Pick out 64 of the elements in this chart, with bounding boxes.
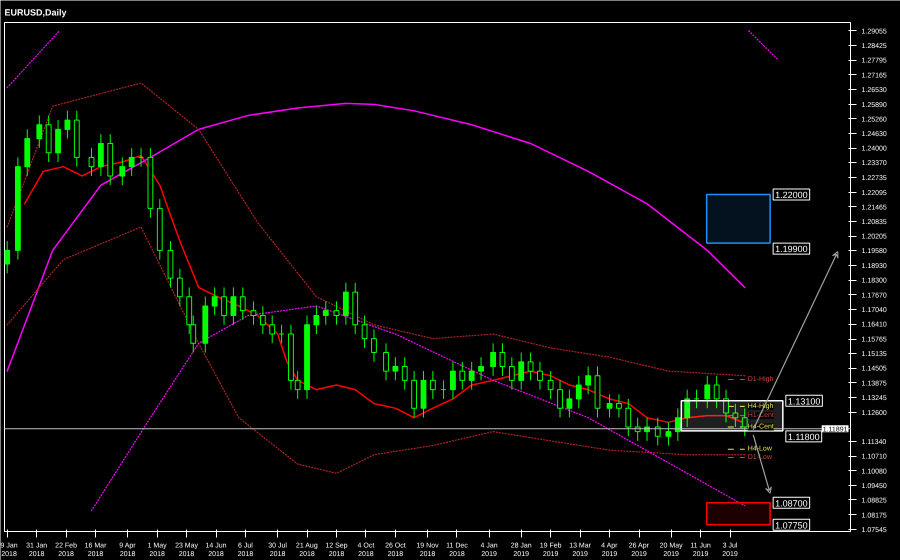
- candlestick: [176, 268, 183, 306]
- candlestick: [548, 370, 554, 400]
- candlestick: [98, 134, 104, 176]
- candlestick: [278, 324, 284, 344]
- candlestick: [212, 286, 218, 316]
- candlestick: [119, 156, 126, 186]
- candlestick: [674, 408, 681, 442]
- candlestick: [322, 300, 329, 326]
- candlestick: [383, 342, 389, 381]
- candlestick: [371, 328, 377, 362]
- candlestick: [342, 282, 349, 326]
- candlestick: [240, 286, 246, 320]
- candlestick: [606, 394, 612, 418]
- candlestick: [490, 342, 496, 376]
- candlestick: [557, 380, 563, 418]
- annotation: 1.22000: [775, 190, 808, 200]
- candlestick: [250, 300, 256, 326]
- candlestick: [684, 389, 690, 428]
- candlestick: [704, 375, 710, 409]
- candlestick: [440, 380, 446, 400]
- candlestick: [334, 300, 340, 326]
- candlestick: [128, 148, 135, 176]
- candlestick: [221, 286, 227, 326]
- candlestick: [4, 240, 10, 274]
- candlestick: [537, 361, 543, 390]
- candlestick: [508, 356, 515, 390]
- candlestick: [468, 361, 475, 390]
- candlestick: [269, 314, 276, 344]
- candlestick: [566, 389, 572, 418]
- candlestick: [723, 389, 729, 423]
- candlestick: [138, 148, 144, 168]
- candlestick: [260, 306, 266, 335]
- candlestick: [518, 352, 524, 390]
- candlestick: [625, 398, 632, 437]
- candlestick: [500, 342, 506, 376]
- candlestick: [616, 394, 622, 418]
- candlestick: [36, 114, 42, 148]
- candlestick: [459, 361, 466, 390]
- candlestick: [392, 356, 398, 381]
- annotation: 1.13100: [788, 396, 820, 406]
- candlestick: [714, 375, 720, 409]
- candlestick: [732, 403, 738, 428]
- candlestick: [585, 366, 592, 395]
- candlestick: [64, 110, 70, 140]
- candlestick: [694, 389, 700, 409]
- candlestick: [230, 286, 236, 326]
- candlestick: [88, 148, 94, 176]
- annotation: 1.07750: [775, 520, 808, 530]
- candlestick: [528, 352, 534, 381]
- candlestick: [478, 356, 484, 381]
- candlestick: [450, 361, 456, 400]
- candlestick: [55, 120, 61, 163]
- candlestick: [576, 375, 582, 409]
- candlestick: [430, 370, 436, 400]
- candlestick: [402, 356, 408, 390]
- chart-title: EURUSD,Daily: [4, 8, 67, 18]
- candlestick: [362, 314, 368, 348]
- line-series: [90, 305, 746, 512]
- candlestick: [666, 422, 672, 446]
- annotation: 1.11800: [788, 432, 820, 442]
- line-series: [6, 226, 746, 474]
- annotation: 1.08700: [775, 498, 808, 508]
- candlestick: [313, 306, 320, 335]
- annotation: 1.19900: [775, 244, 808, 254]
